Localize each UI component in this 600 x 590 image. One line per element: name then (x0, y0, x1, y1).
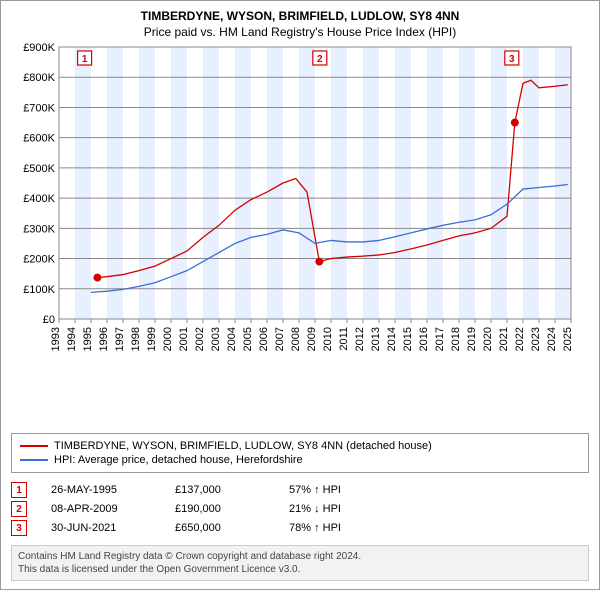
svg-text:2: 2 (317, 54, 323, 65)
svg-text:2001: 2001 (178, 327, 190, 351)
event-diff: 57% ↑ HPI (289, 484, 389, 496)
event-marker: 1 (11, 482, 27, 498)
svg-text:1993: 1993 (50, 327, 62, 351)
svg-text:1995: 1995 (82, 327, 94, 351)
legend: TIMBERDYNE, WYSON, BRIMFIELD, LUDLOW, SY… (11, 433, 589, 473)
svg-text:1997: 1997 (114, 327, 126, 351)
svg-text:2012: 2012 (354, 327, 366, 351)
footer-line-2: This data is licensed under the Open Gov… (18, 563, 582, 576)
event-row: 2 08-APR-2009 £190,000 21% ↓ HPI (11, 501, 589, 517)
svg-text:2009: 2009 (306, 327, 318, 351)
svg-text:2025: 2025 (562, 327, 574, 351)
chart-title: TIMBERDYNE, WYSON, BRIMFIELD, LUDLOW, SY… (11, 9, 589, 23)
svg-text:2018: 2018 (450, 327, 462, 351)
svg-text:1: 1 (82, 54, 88, 65)
event-price: £137,000 (175, 484, 265, 496)
svg-text:1996: 1996 (98, 327, 110, 351)
svg-text:1998: 1998 (130, 327, 142, 351)
event-dot-2 (315, 258, 323, 266)
svg-text:2024: 2024 (546, 327, 558, 351)
titles: TIMBERDYNE, WYSON, BRIMFIELD, LUDLOW, SY… (11, 9, 589, 39)
svg-text:£300K: £300K (23, 223, 55, 235)
svg-text:1994: 1994 (66, 327, 78, 351)
event-price: £650,000 (175, 522, 265, 534)
svg-text:2011: 2011 (338, 327, 350, 351)
svg-text:2002: 2002 (194, 327, 206, 351)
legend-swatch (20, 445, 48, 447)
svg-text:2019: 2019 (466, 327, 478, 351)
chart-subtitle: Price paid vs. HM Land Registry's House … (11, 25, 589, 39)
event-dot-1 (93, 274, 101, 282)
svg-text:3: 3 (509, 54, 515, 65)
legend-row: HPI: Average price, detached house, Here… (20, 454, 580, 466)
svg-text:£900K: £900K (23, 42, 55, 54)
svg-text:2021: 2021 (498, 327, 510, 351)
svg-text:2016: 2016 (418, 327, 430, 351)
svg-text:2010: 2010 (322, 327, 334, 351)
svg-text:2004: 2004 (226, 327, 238, 351)
svg-text:2006: 2006 (258, 327, 270, 351)
event-diff: 21% ↓ HPI (289, 503, 389, 515)
line-chart: £0 £100K £200K £300K £400K £500K £600K £700K £80… (11, 39, 579, 369)
svg-text:2013: 2013 (370, 327, 382, 351)
svg-text:£400K: £400K (23, 193, 55, 205)
footer-note: Contains HM Land Registry data © Crown c… (11, 545, 589, 581)
events-table: 1 26-MAY-1995 £137,000 57% ↑ HPI 2 08-APR-200… (11, 479, 589, 539)
chart-container: TIMBERDYNE, WYSON, BRIMFIELD, LUDLOW, SY… (0, 0, 600, 590)
svg-text:2014: 2014 (386, 327, 398, 351)
event-diff: 78% ↑ HPI (289, 522, 389, 534)
svg-text:2023: 2023 (530, 327, 542, 351)
svg-text:£0: £0 (43, 314, 55, 326)
svg-text:2000: 2000 (162, 327, 174, 351)
event-row: 1 26-MAY-1995 £137,000 57% ↑ HPI (11, 482, 589, 498)
event-price: £190,000 (175, 503, 265, 515)
svg-text:£500K: £500K (23, 163, 55, 175)
svg-text:2008: 2008 (290, 327, 302, 351)
event-dot-3 (511, 119, 519, 127)
svg-text:£800K: £800K (23, 72, 55, 84)
footer-line-1: Contains HM Land Registry data © Crown c… (18, 550, 582, 563)
svg-text:£600K: £600K (23, 133, 55, 145)
event-row: 3 30-JUN-2021 £650,000 78% ↑ HPI (11, 520, 589, 536)
svg-text:1999: 1999 (146, 327, 158, 351)
event-marker: 2 (11, 501, 27, 517)
event-marker: 3 (11, 520, 27, 536)
legend-swatch (20, 459, 48, 461)
svg-text:£100K: £100K (23, 284, 55, 296)
svg-text:£200K: £200K (23, 254, 55, 266)
event-date: 30-JUN-2021 (51, 522, 151, 534)
svg-text:2003: 2003 (210, 327, 222, 351)
legend-label: TIMBERDYNE, WYSON, BRIMFIELD, LUDLOW, SY… (54, 440, 432, 452)
chart-area: £0 £100K £200K £300K £400K £500K £600K £700K £80… (11, 39, 589, 427)
svg-text:2022: 2022 (514, 327, 526, 351)
svg-text:2005: 2005 (242, 327, 254, 351)
svg-text:2007: 2007 (274, 327, 286, 351)
svg-text:2015: 2015 (402, 327, 414, 351)
svg-text:2020: 2020 (482, 327, 494, 351)
svg-text:2017: 2017 (434, 327, 446, 351)
event-date: 26-MAY-1995 (51, 484, 151, 496)
legend-row: TIMBERDYNE, WYSON, BRIMFIELD, LUDLOW, SY… (20, 440, 580, 452)
svg-text:£700K: £700K (23, 102, 55, 114)
event-date: 08-APR-2009 (51, 503, 151, 515)
legend-label: HPI: Average price, detached house, Here… (54, 454, 303, 466)
